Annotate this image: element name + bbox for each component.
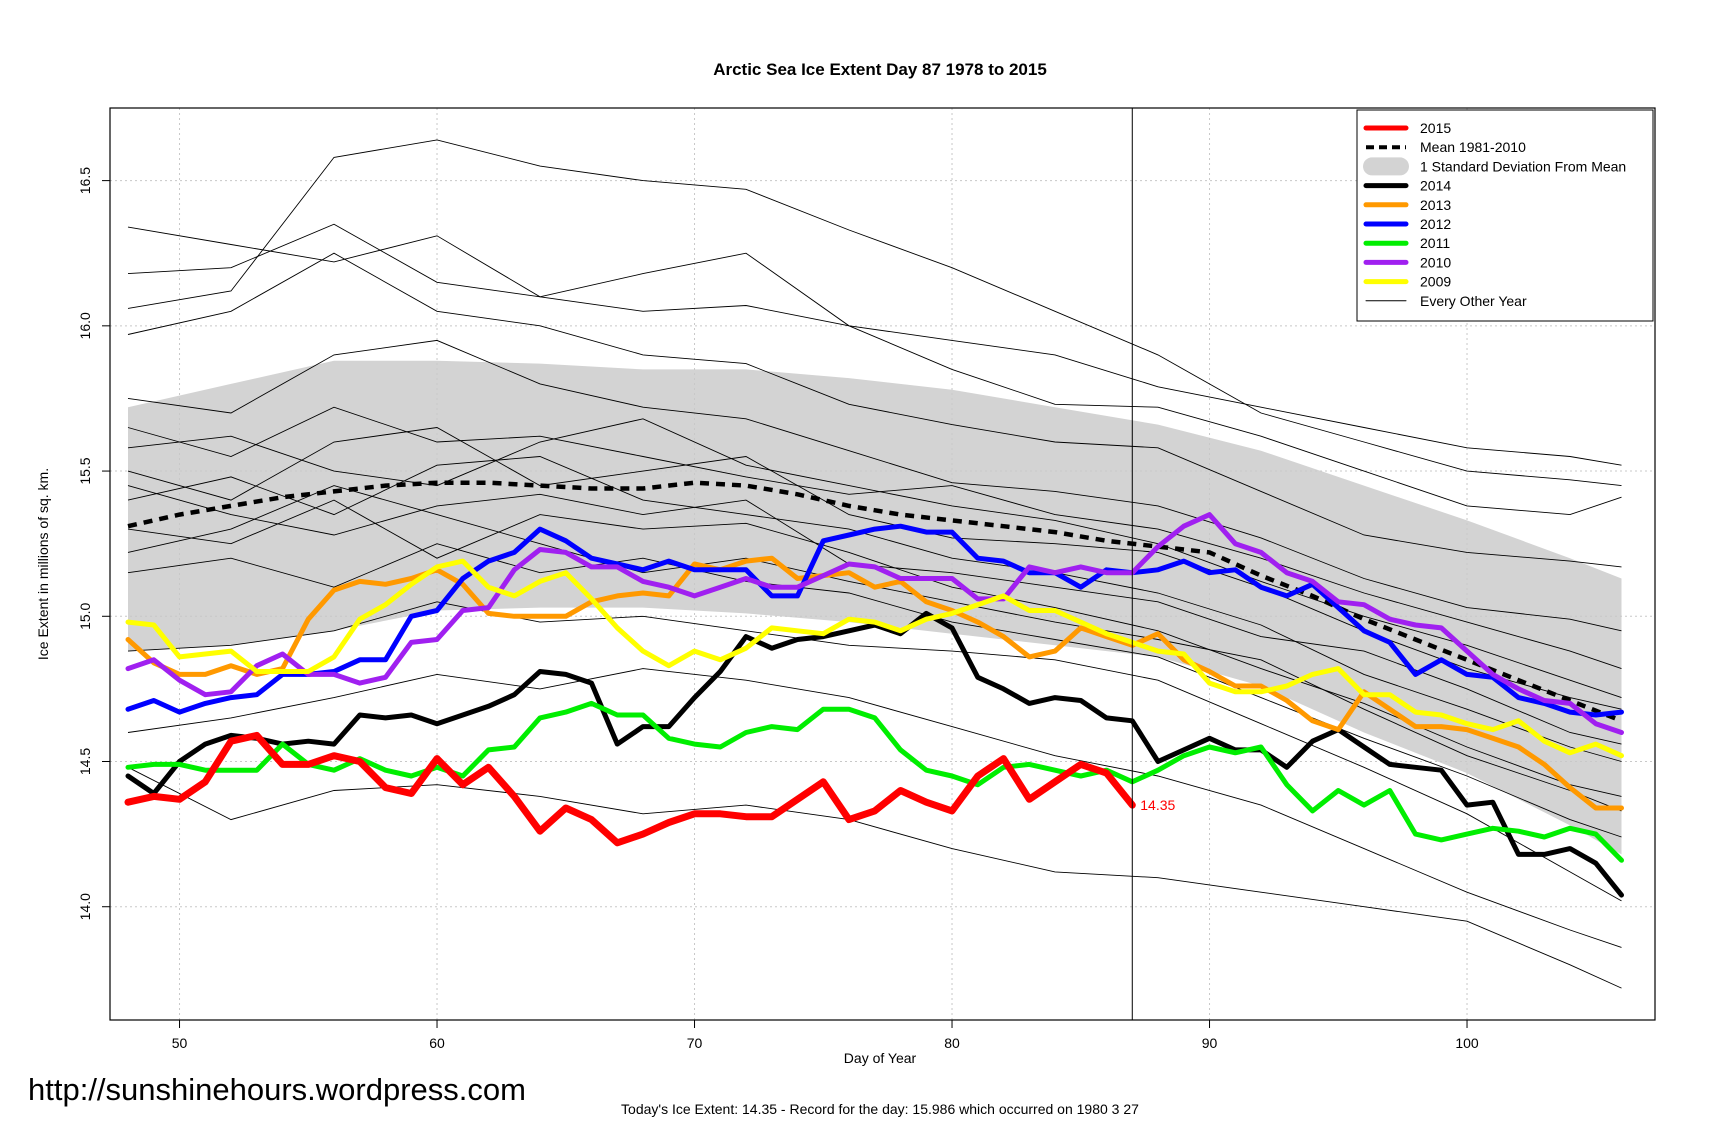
series-line-2011	[125, 700, 1624, 863]
other-year-line	[127, 339, 1622, 632]
other-year-line	[127, 543, 1622, 838]
legend-swatch	[1363, 157, 1409, 176]
y-tick-label: 15.0	[77, 602, 93, 629]
current-value-annotation: 14.35	[1140, 797, 1175, 813]
other-year-line	[127, 139, 1622, 487]
series-line-2013	[125, 555, 1624, 811]
y-tick-label: 14.0	[77, 893, 93, 920]
series-line-2010	[125, 512, 1624, 735]
series-line-2009	[125, 558, 1624, 759]
x-axis: 50 60 70 80 90 100	[172, 1020, 1479, 1051]
y-tick-label: 16.0	[77, 312, 93, 339]
series-line-2014	[125, 610, 1624, 898]
mean-line	[127, 480, 1623, 723]
std-deviation-band	[128, 360, 1622, 855]
legend-label: 2009	[1420, 274, 1451, 290]
other-year-line	[127, 252, 1622, 568]
other-year-line	[127, 668, 1622, 948]
other-year-line	[127, 418, 1622, 699]
mean-line-path	[127, 480, 1623, 723]
std-band-area	[128, 360, 1622, 855]
legend-box	[1356, 109, 1654, 322]
x-tick-label: 80	[944, 1035, 960, 1051]
other-year-line	[127, 456, 1622, 762]
other-year-line	[127, 406, 1622, 670]
other-year-line	[127, 223, 1622, 516]
other-year-line	[127, 226, 1622, 466]
legend-label: 2012	[1420, 216, 1451, 232]
legend-label: 2015	[1420, 120, 1451, 136]
x-tick-label: 60	[429, 1035, 445, 1051]
y-axis-label: Ice Extent in millions of sq. km.	[35, 468, 51, 660]
x-tick-label: 100	[1455, 1035, 1479, 1051]
x-tick-label: 70	[687, 1035, 703, 1051]
legend-label: Every Other Year	[1420, 293, 1527, 309]
plot-frame	[109, 107, 1656, 1021]
legend-label: 2014	[1420, 178, 1451, 194]
other-year-line	[127, 485, 1622, 812]
y-tick-label: 15.5	[77, 457, 93, 484]
legend: 2015 Mean 1981-2010 1 Standard Deviation F…	[1356, 109, 1654, 322]
series-line-2012	[125, 523, 1624, 718]
y-tick-label: 14.5	[77, 748, 93, 775]
chart-title: Arctic Sea Ice Extent Day 87 1978 to 201…	[713, 60, 1047, 79]
highlighted-series	[124, 512, 1624, 898]
watermark-url: http://sunshinehours.wordpress.com	[28, 1072, 526, 1107]
other-year-line	[127, 485, 1622, 745]
y-tick-label: 16.5	[77, 167, 93, 194]
legend-label: 1 Standard Deviation From Mean	[1420, 158, 1626, 174]
x-axis-label: Day of Year	[844, 1050, 917, 1066]
legend-label: 2011	[1420, 235, 1450, 251]
other-year-line	[127, 601, 1622, 902]
x-tick-label: 90	[1202, 1035, 1218, 1051]
x-tick-label: 50	[172, 1035, 188, 1051]
legend-label: 2010	[1420, 254, 1451, 270]
legend-label: 2013	[1420, 197, 1451, 213]
legend-label: Mean 1981-2010	[1420, 139, 1526, 155]
series-line-2015	[124, 731, 1136, 847]
y-axis: 14.0 14.5 15.0 15.5 16.0 16.5	[77, 167, 110, 920]
bottom-caption: Today's Ice Extent: 14.35 - Record for t…	[621, 1101, 1139, 1117]
